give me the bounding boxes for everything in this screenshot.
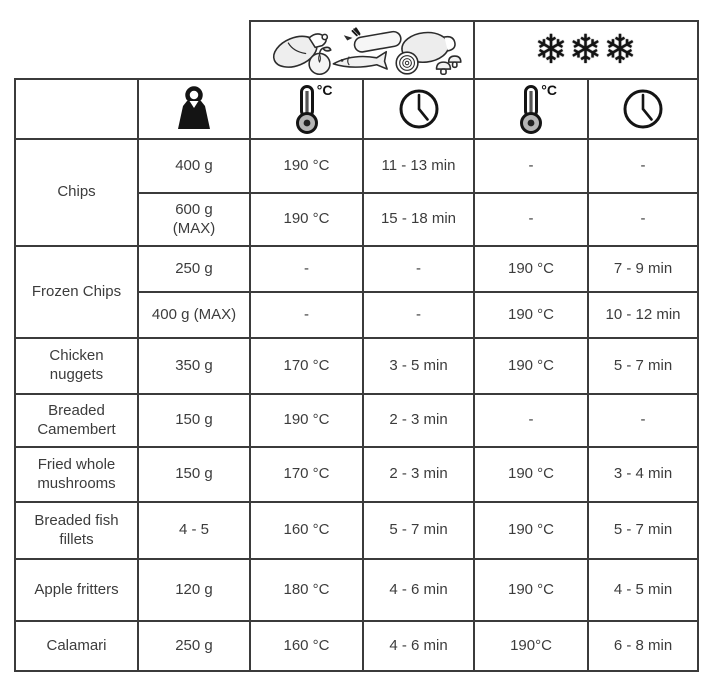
table-row: Frozen Chips 250 g - - 190 °C 7 - 9 min: [14, 245, 700, 339]
fresh-temp-cell: 190 °C: [249, 192, 364, 247]
frozen-temp-cell: -: [473, 138, 589, 194]
fresh-time-header-cell: [362, 78, 475, 140]
food-cell: Calamari: [14, 620, 139, 672]
food-cell: Chicken nuggets: [14, 337, 139, 395]
snowflakes-icon: ❄❄❄: [534, 28, 638, 72]
fresh-temp-cell: -: [249, 245, 364, 293]
clock-icon: [399, 89, 438, 129]
quantity-column-header-cell: [137, 78, 251, 140]
frozen-temp-cell: 190 °C: [473, 446, 589, 503]
quantity-cell: 400 g: [137, 138, 251, 194]
quantity-cell: 4 - 5: [137, 501, 251, 560]
fresh-time-cell: 3 - 5 min: [362, 337, 475, 395]
table-row: Apple fritters 120 g 180 °C 4 - 6 min 19…: [14, 558, 700, 622]
quantity-cell: 150 g: [137, 393, 251, 448]
fresh-temp-cell: 160 °C: [249, 620, 364, 672]
fresh-time-cell: 4 - 6 min: [362, 558, 475, 622]
fresh-temp-cell: 170 °C: [249, 446, 364, 503]
frozen-time-cell: 7 - 9 min: [586, 245, 700, 293]
frozen-time-cell: 3 - 4 min: [586, 446, 700, 503]
fresh-temp-cell: 190 °C: [249, 138, 364, 194]
fresh-time-cell: 2 - 3 min: [362, 393, 475, 448]
celsius-label: °C: [316, 82, 333, 98]
frozen-temperature-header-cell: °C: [473, 78, 589, 140]
cooking-table: ❄❄❄: [14, 20, 700, 672]
table-row: Chips 400 g 190 °C 11 - 13 min - -: [14, 138, 700, 247]
celsius-label: °C: [541, 82, 557, 98]
fresh-time-cell: -: [362, 291, 475, 339]
food-cell: Frozen Chips: [14, 245, 139, 339]
food-column-header-cell: [14, 78, 139, 140]
table-row: Fried whole mushrooms 150 g 170 °C 2 - 3…: [14, 446, 700, 503]
quantity-cell: 150 g: [137, 446, 251, 503]
header-sections-row: ❄❄❄: [15, 20, 700, 80]
table-row: 400 g (MAX) - - 190 °C 10 - 12 min: [15, 291, 700, 339]
fresh-temp-cell: 160 °C: [249, 501, 364, 560]
fresh-temperature-header-cell: °C: [249, 78, 364, 140]
fresh-time-cell: 4 - 6 min: [362, 620, 475, 672]
frozen-time-cell: -: [586, 192, 700, 247]
weight-icon: [178, 86, 210, 129]
table-row: Chicken nuggets 350 g 170 °C 3 - 5 min 1…: [14, 337, 700, 395]
quantity-cell: 600 g (MAX): [137, 192, 251, 247]
quantity-cell: 250 g: [137, 245, 251, 293]
frozen-time-cell: 5 - 7 min: [586, 337, 700, 395]
fresh-foods-illustration-icon: [272, 27, 462, 76]
fresh-time-cell: 2 - 3 min: [362, 446, 475, 503]
table-row: Breaded Camembert 150 g 190 °C 2 - 3 min…: [14, 393, 700, 448]
fresh-temp-cell: 170 °C: [249, 337, 364, 395]
frozen-temp-cell: 190 °C: [473, 501, 589, 560]
table-row: Breaded fish fillets 4 - 5 160 °C 5 - 7 …: [14, 501, 700, 560]
food-cell: Breaded Camembert: [14, 393, 139, 448]
frozen-temp-cell: 190 °C: [473, 291, 589, 339]
thermometer-icon: [520, 85, 542, 134]
quantity-cell: 250 g: [137, 620, 251, 672]
frozen-temp-cell: -: [473, 192, 589, 247]
fresh-time-cell: 5 - 7 min: [362, 501, 475, 560]
fresh-temp-cell: 190 °C: [249, 393, 364, 448]
frozen-time-cell: 10 - 12 min: [586, 291, 700, 339]
table-row: 600 g (MAX) 190 °C 15 - 18 min - -: [15, 192, 700, 247]
quantity-cell: 400 g (MAX): [137, 291, 251, 339]
fresh-time-cell: 15 - 18 min: [362, 192, 475, 247]
frozen-temp-cell: 190°C: [473, 620, 589, 672]
table-row: Calamari 250 g 160 °C 4 - 6 min 190°C 6 …: [14, 620, 700, 672]
food-cell: Fried whole mushrooms: [14, 446, 139, 503]
frozen-time-cell: -: [586, 393, 700, 448]
frozen-time-cell: -: [586, 138, 700, 194]
quantity-cell: 350 g: [137, 337, 251, 395]
food-cell: Chips: [14, 138, 139, 247]
fresh-food-header-cell: [249, 20, 475, 80]
fresh-time-cell: 11 - 13 min: [362, 138, 475, 194]
frozen-time-cell: 4 - 5 min: [586, 558, 700, 622]
header-symbols-row: °C °C: [14, 78, 700, 140]
fresh-time-cell: -: [362, 245, 475, 293]
quantity-cell: 120 g: [137, 558, 251, 622]
food-cell: Breaded fish fillets: [14, 501, 139, 560]
frozen-time-cell: 5 - 7 min: [586, 501, 700, 560]
food-cell: Apple fritters: [14, 558, 139, 622]
fresh-temp-cell: 180 °C: [249, 558, 364, 622]
frozen-temp-cell: 190 °C: [473, 558, 589, 622]
header-blank-cell: [15, 21, 250, 79]
frozen-temp-cell: 190 °C: [473, 245, 589, 293]
clock-icon: [623, 89, 663, 129]
frozen-time-cell: 6 - 8 min: [586, 620, 700, 672]
frozen-temp-cell: -: [473, 393, 589, 448]
thermometer-icon: [295, 85, 318, 134]
fresh-temp-cell: -: [249, 291, 364, 339]
frozen-time-header-cell: [586, 78, 700, 140]
frozen-food-header-cell: ❄❄❄: [472, 20, 700, 80]
frozen-temp-cell: 190 °C: [473, 337, 589, 395]
